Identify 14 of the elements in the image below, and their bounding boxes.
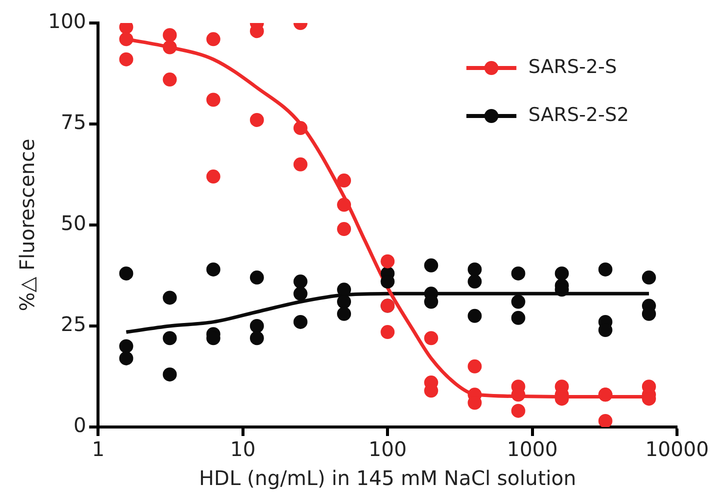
x-tick-label: 10000: [645, 437, 709, 462]
y-tick-label: 50: [60, 211, 86, 236]
y-tick-label: 25: [60, 312, 86, 336]
y-axis-title: %△ Fluorescence: [15, 138, 40, 312]
x-axis-title: HDL (ng/mL) in 145 mM NaCl solution: [199, 466, 576, 490]
legend-label: SARS-2-S2: [528, 104, 630, 126]
x-tick-label: 100: [368, 437, 407, 462]
x-tick-label: 1: [92, 437, 105, 462]
y-tick-label: 0: [73, 413, 86, 438]
legend-label: SARS-2-S: [528, 56, 617, 78]
x-tick-label: 1000: [506, 437, 558, 462]
x-tick-label: 10: [230, 437, 256, 462]
y-tick-label: 75: [60, 110, 86, 134]
y-tick-label: 100: [48, 9, 86, 34]
